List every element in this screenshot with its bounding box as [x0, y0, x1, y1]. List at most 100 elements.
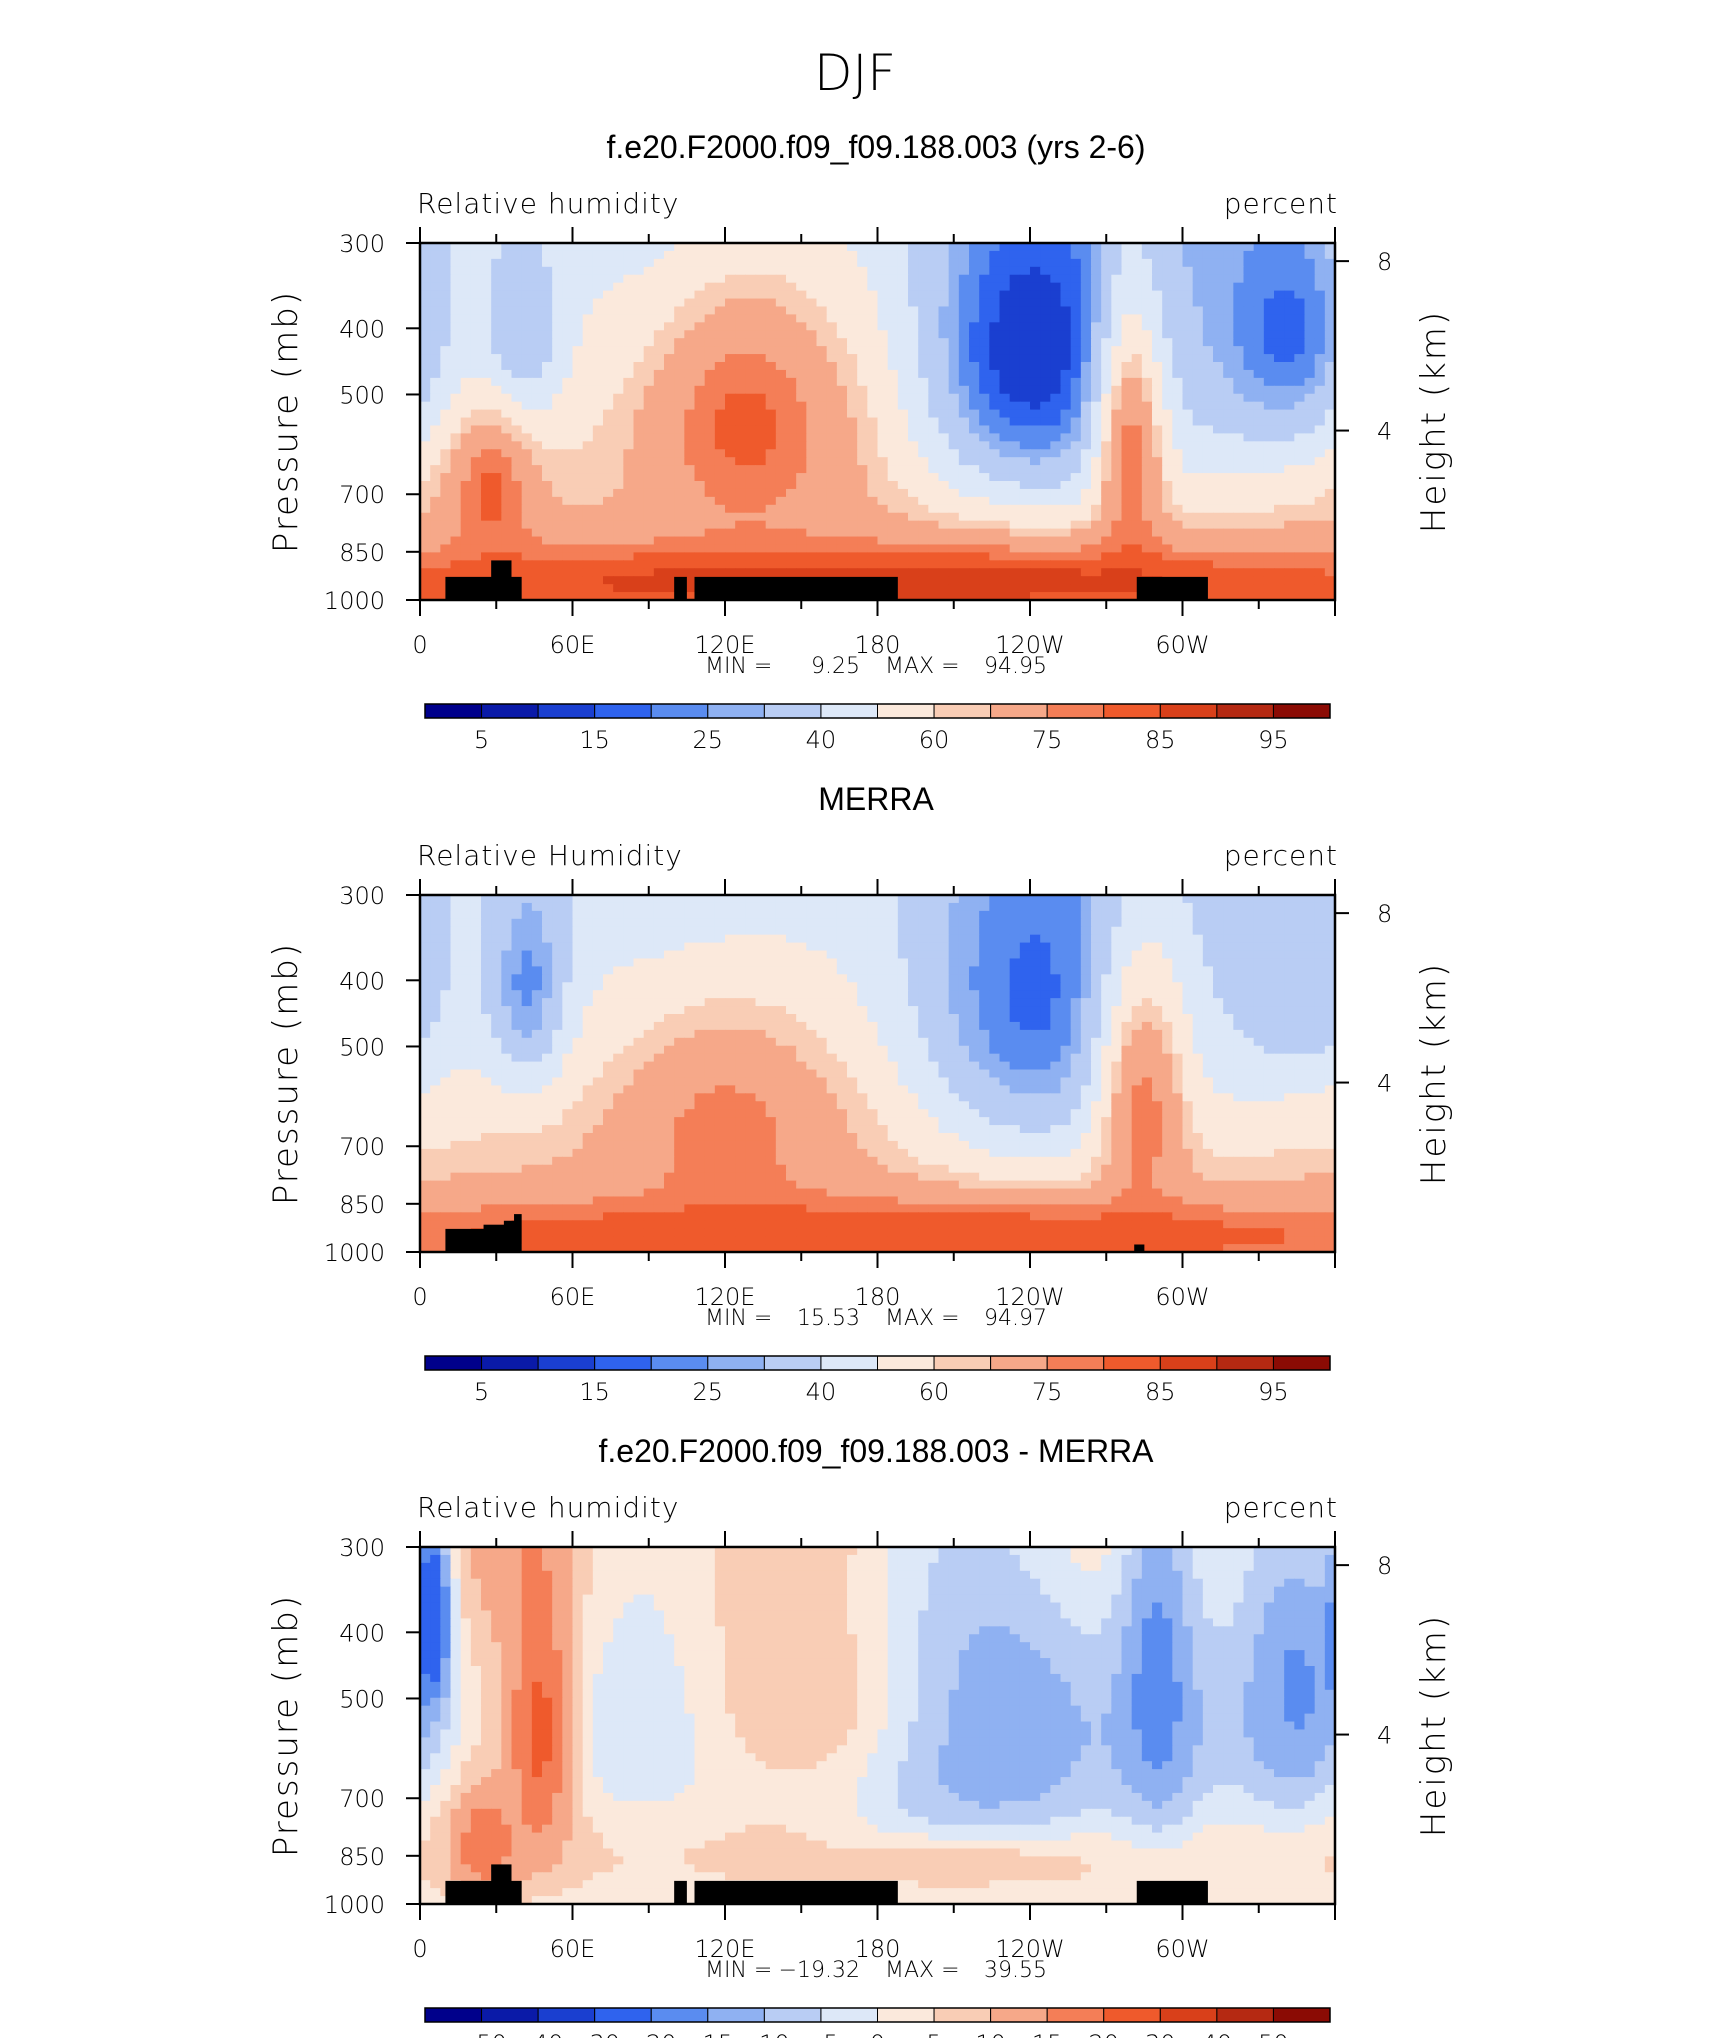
heatmap-cell	[775, 266, 787, 276]
heatmap-cell	[1060, 504, 1072, 514]
heatmap-cell	[1284, 417, 1295, 427]
heatmap-cell	[481, 258, 492, 268]
heatmap-cell	[694, 910, 706, 920]
heatmap-cell	[552, 449, 563, 458]
colorbar-box	[877, 703, 935, 719]
heatmap-cell	[979, 902, 990, 912]
heatmap-cell	[1030, 473, 1041, 482]
heatmap-cell	[531, 314, 543, 323]
heatmap-cell	[847, 298, 858, 308]
heatmap-cell	[1030, 496, 1041, 506]
heatmap-cell	[928, 441, 940, 450]
heatmap-cell	[796, 918, 807, 928]
heatmap-cell	[643, 528, 655, 538]
heatmap-cell	[430, 473, 441, 482]
heatmap-cell	[1101, 958, 1112, 967]
heatmap-cell	[542, 433, 553, 442]
heatmap-cell	[1233, 290, 1245, 300]
heatmap-cell	[1060, 330, 1072, 339]
heatmap-cell	[796, 528, 807, 538]
heatmap-cell	[470, 457, 482, 466]
heatmap-cell	[958, 449, 970, 458]
heatmap-cell	[908, 409, 919, 419]
heatmap-cell	[582, 354, 594, 363]
panel-1: f.e20.F2000.f09_f09.188.003 (yrs 2-6)Rel…	[266, 129, 1454, 754]
heatmap-cell	[1223, 552, 1234, 561]
heatmap-cell	[948, 417, 960, 427]
heatmap-cell	[1324, 552, 1336, 561]
heatmap-cell	[948, 258, 960, 268]
heatmap-cell	[786, 552, 797, 561]
heatmap-cell	[501, 449, 513, 458]
heatmap-cell	[958, 377, 970, 387]
heatmap-cell	[511, 362, 523, 371]
heatmap-cell	[1223, 258, 1234, 268]
heatmap-cell	[1050, 338, 1062, 347]
heatmap-cell	[481, 536, 492, 546]
heatmap-cell	[1141, 401, 1153, 411]
heatmap-cell	[664, 362, 675, 371]
heatmap-cell	[836, 449, 848, 458]
heatmap-cell	[1324, 393, 1336, 403]
heatmap-cell	[603, 512, 614, 522]
heatmap-cell	[643, 910, 655, 920]
heatmap-cell	[430, 895, 441, 904]
heatmap-cell	[1141, 512, 1153, 522]
heatmap-cell	[745, 401, 757, 411]
heatmap-cell	[765, 290, 777, 300]
heatmap-cell	[552, 338, 563, 347]
heatmap-cell	[1080, 243, 1092, 252]
heatmap-cell	[1101, 465, 1112, 474]
heatmap-cell	[1284, 409, 1295, 419]
heatmap-cell	[460, 966, 472, 975]
heatmap-cell	[674, 902, 685, 912]
heatmap-cell	[969, 385, 980, 395]
heatmap-cell	[1304, 322, 1316, 331]
heatmap-cell	[674, 417, 685, 427]
heatmap-cell	[603, 465, 614, 474]
heatmap-cell	[735, 298, 746, 308]
heatmap-cell	[714, 290, 726, 300]
heatmap-cell	[664, 488, 675, 498]
heatmap-cell	[1324, 488, 1336, 498]
heatmap-cell	[1213, 362, 1224, 371]
heatmap-cell	[725, 950, 736, 960]
heatmap-cell	[918, 401, 929, 411]
heatmap-cell	[1070, 942, 1082, 952]
heatmap-cell	[582, 465, 594, 474]
heatmap-cell	[999, 362, 1011, 371]
heatmap-cell	[1294, 552, 1306, 561]
heatmap-cell	[755, 346, 767, 355]
heatmap-cell	[958, 290, 970, 300]
heatmap-cell	[806, 393, 818, 403]
heatmap-cell	[989, 520, 1001, 530]
heatmap-cell	[958, 592, 970, 601]
heatmap-cell	[481, 417, 492, 427]
heatmap-cell	[653, 377, 665, 387]
heatmap-cell	[796, 243, 807, 252]
heatmap-cell	[430, 258, 441, 268]
heatmap-cell	[684, 306, 696, 315]
heatmap-cell	[897, 409, 909, 419]
heatmap-cell	[958, 306, 970, 315]
heatmap-cell	[643, 314, 655, 323]
heatmap-cell	[867, 568, 879, 577]
heatmap-cell	[847, 950, 858, 960]
heatmap-cell	[908, 473, 919, 482]
heatmap-cell	[918, 918, 929, 928]
heatmap-cell	[1202, 385, 1214, 395]
heatmap-cell	[694, 274, 706, 284]
heatmap-cell	[745, 536, 757, 546]
heatmap-cell	[958, 338, 970, 347]
heatmap-cell	[430, 942, 441, 952]
heatmap-cell	[714, 433, 726, 442]
heatmap-cell	[1233, 266, 1245, 276]
heatmap-cell	[582, 966, 594, 975]
heatmap-cell	[1111, 465, 1123, 474]
heatmap-cell	[643, 401, 655, 411]
heatmap-cell	[664, 401, 675, 411]
heatmap-cell	[1202, 496, 1214, 506]
heatmap-cell	[765, 966, 777, 975]
heatmap-cell	[999, 552, 1011, 561]
heatmap-cell	[572, 910, 584, 920]
